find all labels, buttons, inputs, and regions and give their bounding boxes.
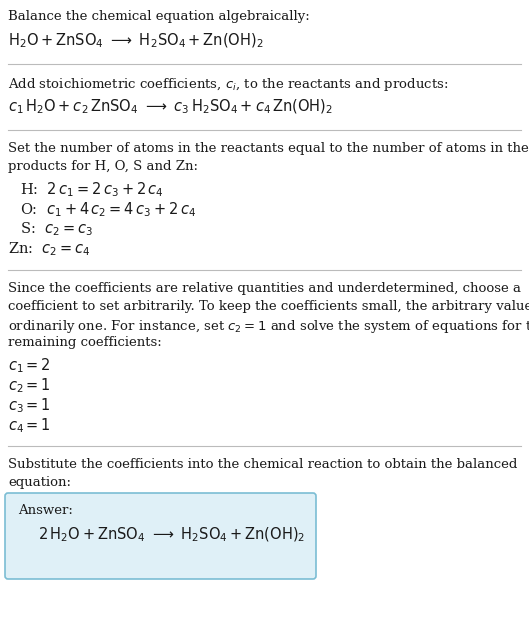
Text: H:  $2\,c_1 = 2\,c_3 + 2\,c_4$: H: $2\,c_1 = 2\,c_3 + 2\,c_4$	[20, 180, 164, 199]
Text: $c_3 = 1$: $c_3 = 1$	[8, 396, 51, 414]
Text: equation:: equation:	[8, 476, 71, 489]
FancyBboxPatch shape	[5, 493, 316, 579]
Text: Add stoichiometric coefficients, $c_i$, to the reactants and products:: Add stoichiometric coefficients, $c_i$, …	[8, 76, 449, 93]
Text: S:  $c_2 = c_3$: S: $c_2 = c_3$	[20, 220, 93, 238]
Text: Since the coefficients are relative quantities and underdetermined, choose a: Since the coefficients are relative quan…	[8, 282, 521, 295]
Text: Balance the chemical equation algebraically:: Balance the chemical equation algebraica…	[8, 10, 310, 23]
Text: $c_1\,\mathrm{H_2O} + c_2\,\mathrm{ZnSO_4} \ {\longrightarrow} \ c_3\,\mathrm{H_: $c_1\,\mathrm{H_2O} + c_2\,\mathrm{ZnSO_…	[8, 98, 333, 117]
Text: Zn:  $c_2 = c_4$: Zn: $c_2 = c_4$	[8, 240, 90, 258]
Text: coefficient to set arbitrarily. To keep the coefficients small, the arbitrary va: coefficient to set arbitrarily. To keep …	[8, 300, 529, 313]
Text: remaining coefficients:: remaining coefficients:	[8, 336, 162, 349]
Text: ordinarily one. For instance, set $c_2 = 1$ and solve the system of equations fo: ordinarily one. For instance, set $c_2 =…	[8, 318, 529, 335]
Text: $2\,\mathrm{H_2O + ZnSO_4 \ {\longrightarrow} \ H_2SO_4 + Zn(OH)_2}$: $2\,\mathrm{H_2O + ZnSO_4 \ {\longrighta…	[38, 526, 305, 544]
Text: $c_1 = 2$: $c_1 = 2$	[8, 356, 51, 375]
Text: Set the number of atoms in the reactants equal to the number of atoms in the: Set the number of atoms in the reactants…	[8, 142, 529, 155]
Text: O:  $c_1 + 4\,c_2 = 4\,c_3 + 2\,c_4$: O: $c_1 + 4\,c_2 = 4\,c_3 + 2\,c_4$	[20, 200, 196, 219]
Text: $c_2 = 1$: $c_2 = 1$	[8, 376, 51, 395]
Text: Answer:: Answer:	[18, 504, 73, 517]
Text: products for H, O, S and Zn:: products for H, O, S and Zn:	[8, 160, 198, 173]
Text: $\mathrm{H_2O + ZnSO_4 \ {\longrightarrow} \ H_2SO_4 + Zn(OH)_2}$: $\mathrm{H_2O + ZnSO_4 \ {\longrightarro…	[8, 32, 263, 50]
Text: Substitute the coefficients into the chemical reaction to obtain the balanced: Substitute the coefficients into the che…	[8, 458, 517, 471]
Text: $c_4 = 1$: $c_4 = 1$	[8, 416, 51, 435]
